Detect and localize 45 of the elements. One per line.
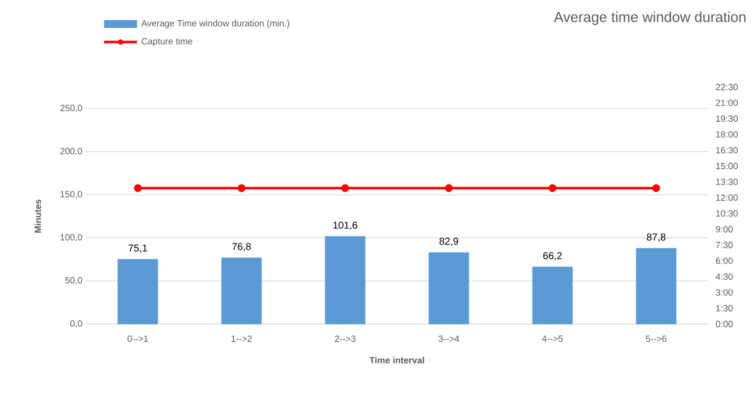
x-tick-label: 0-->1 [128, 336, 148, 342]
x-tick-label: 2-->3 [334, 336, 356, 342]
y2-tick-label: 12:00 [716, 194, 738, 201]
y2-tick-label: 16:30 [716, 147, 738, 154]
data-label: 101,6 [333, 222, 358, 230]
y-tick-label: 150,0 [60, 190, 82, 198]
bar [428, 252, 470, 324]
x-axis-title: Time interval [369, 356, 424, 364]
y-tick-label: 100,0 [60, 234, 82, 242]
y2-tick-label: 1:30 [716, 305, 733, 312]
y2-tick-label: 13:30 [716, 178, 738, 185]
y2-tick-label: 7:30 [716, 242, 733, 248]
y2-tick-label: 4:30 [716, 273, 733, 280]
x-tick-label: 4-->5 [542, 336, 563, 342]
y2-tick-label: 19:30 [716, 115, 738, 122]
x-tick-label: 3-->4 [438, 336, 460, 342]
y2-tick-label: 10:30 [716, 210, 738, 217]
legend-label: Capture time [142, 38, 192, 46]
y2-tick-label: 9:00 [716, 226, 733, 232]
y2-tick-label: 15:00 [716, 162, 738, 170]
y-tick-label: 50,0 [65, 277, 82, 285]
bar [532, 266, 573, 324]
y2-tick-label: 6:00 [716, 258, 733, 264]
data-label: 76,8 [232, 243, 251, 252]
y2-tick-label: 0:00 [716, 320, 733, 328]
data-label: 75,1 [128, 244, 148, 253]
bar [324, 236, 366, 324]
x-tick-label: 5-->6 [646, 336, 666, 342]
y-tick-label: 200,0 [60, 148, 82, 156]
bar [636, 248, 676, 324]
bar [221, 258, 262, 324]
bar [118, 259, 158, 324]
y2-tick-label: 18:00 [716, 131, 738, 138]
data-label: 66,2 [543, 252, 562, 260]
y-tick-label: 0,0 [70, 320, 82, 328]
data-label: 82,9 [440, 238, 458, 246]
y2-tick-label: 22:30 [716, 84, 738, 90]
y2-tick-label: 3:00 [716, 289, 733, 296]
x-tick-label: 1-->2 [232, 336, 252, 342]
data-label: 87,8 [646, 234, 666, 242]
legend-label: Average Time window duration (min.) [141, 20, 290, 28]
y2-tick-label: 21:00 [716, 100, 738, 106]
y-tick-label: 250,0 [60, 104, 82, 112]
chart-title: Average time window duration [554, 12, 746, 25]
y-axis-title: Minutes [34, 200, 42, 233]
